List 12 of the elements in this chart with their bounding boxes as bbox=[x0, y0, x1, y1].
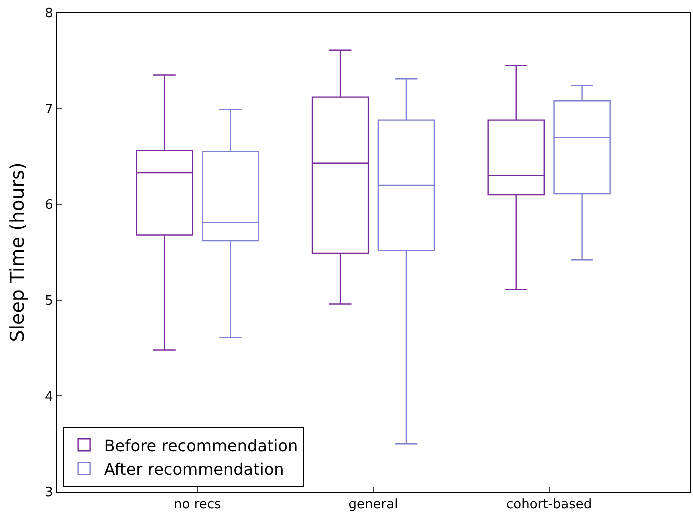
y-tick-label: 3 bbox=[45, 486, 54, 501]
y-tick-label: 6 bbox=[45, 198, 54, 214]
legend-label: After recommendation bbox=[104, 460, 284, 480]
y-tick-label: 4 bbox=[45, 390, 54, 405]
y-axis-title: Sleep Time (hours) bbox=[6, 162, 29, 342]
x-tick-label: general bbox=[348, 498, 398, 513]
y-tick-label: 7 bbox=[45, 102, 54, 118]
y-tick-label: 8 bbox=[45, 6, 54, 22]
legend-label: Before recommendation bbox=[104, 436, 298, 456]
x-tick-label: cohort-based bbox=[506, 498, 592, 513]
y-tick-label: 5 bbox=[45, 294, 54, 309]
x-tick-label: no recs bbox=[174, 498, 222, 513]
